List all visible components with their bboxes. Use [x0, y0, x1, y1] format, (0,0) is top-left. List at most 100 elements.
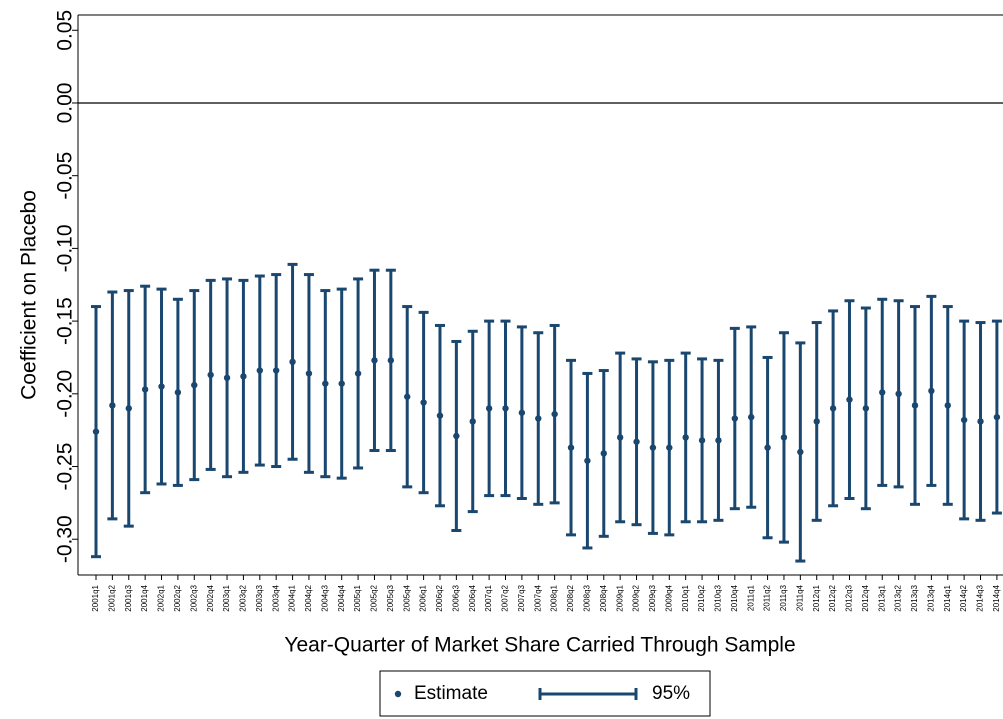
- x-tick-label: 2003q4: [271, 584, 280, 611]
- point: [289, 358, 296, 366]
- point: [797, 448, 804, 456]
- point: [567, 444, 575, 451]
- x-tick-label: 2010q1: [681, 584, 690, 611]
- x-tick-label: 2007q2: [501, 584, 510, 611]
- x-tick-label: 2013q4: [926, 584, 935, 611]
- x-tick-label: 2009q4: [664, 584, 673, 611]
- y-tick-label: -0.30: [54, 515, 77, 563]
- x-tick-label: 2001q4: [140, 584, 149, 611]
- x-tick-label: 2013q2: [894, 584, 903, 611]
- x-tick-label: 2012q3: [845, 584, 854, 611]
- x-tick-label: 2011q1: [746, 584, 755, 611]
- x-tick-label: 2010q2: [697, 584, 706, 611]
- x-tick-label: 2006q1: [419, 584, 428, 611]
- point: [485, 405, 493, 412]
- point: [240, 373, 247, 380]
- x-axis-title: Year-Quarter of Market Share Carried Thr…: [284, 634, 795, 657]
- y-tick-label: -0.20: [54, 370, 77, 418]
- x-tick-label: 2002q4: [206, 584, 215, 611]
- point: [616, 434, 624, 441]
- point: [666, 444, 673, 451]
- point: [338, 380, 345, 387]
- x-tick-label: 2005q3: [386, 584, 395, 611]
- point: [305, 370, 313, 377]
- legend-label: 95%: [652, 683, 690, 704]
- point: [698, 437, 706, 444]
- x-tick-label: 2003q3: [255, 584, 264, 611]
- point: [322, 380, 329, 387]
- point: [748, 413, 755, 421]
- point: [535, 415, 542, 422]
- x-tick-label: 2011q2: [763, 584, 772, 611]
- point: [813, 418, 820, 425]
- y-tick-label: 0.05: [54, 10, 77, 51]
- point: [780, 434, 788, 441]
- x-tick-label: 2003q2: [239, 584, 248, 611]
- y-axis-title: Coefficient on Placebo: [18, 190, 41, 400]
- x-tick-label: 2014q2: [959, 584, 968, 611]
- point: [879, 389, 886, 396]
- point: [469, 418, 476, 425]
- x-tick-label: 2004q2: [304, 584, 313, 611]
- x-tick-label: 2002q2: [173, 584, 182, 611]
- point: [141, 386, 149, 393]
- x-tick-label: 2013q3: [910, 584, 919, 611]
- point: [436, 412, 444, 419]
- x-tick-label: 2001q1: [91, 584, 100, 611]
- point: [829, 405, 837, 412]
- x-tick-label: 2011q4: [795, 584, 804, 611]
- x-tick-label: 2007q1: [484, 584, 493, 611]
- x-tick-label: 2014q4: [992, 584, 1001, 611]
- x-tick-label: 2004q4: [337, 584, 346, 611]
- x-tick-label: 2012q2: [828, 584, 837, 611]
- x-tick-label: 2007q3: [517, 584, 526, 611]
- point: [453, 432, 460, 440]
- legend-label: Estimate: [414, 683, 488, 704]
- x-tick-label: 2008q3: [583, 584, 592, 611]
- point: [174, 389, 182, 396]
- x-tick-label: 2005q4: [402, 584, 411, 611]
- point: [92, 428, 100, 435]
- point: [371, 357, 378, 364]
- x-tick-label: 2003q1: [222, 584, 231, 611]
- y-tick-label: -0.10: [54, 224, 77, 272]
- x-tick-label: 2006q4: [468, 584, 477, 611]
- point: [846, 396, 853, 403]
- point: [191, 381, 198, 389]
- point: [862, 405, 870, 412]
- x-tick-label: 2009q2: [632, 584, 641, 611]
- y-tick-label: -0.25: [54, 443, 77, 491]
- x-tick-label: 2009q1: [615, 584, 624, 611]
- x-tick-label: 2006q3: [451, 584, 460, 611]
- x-tick-label: 2004q3: [320, 584, 329, 611]
- x-tick-label: 2002q3: [189, 584, 198, 611]
- point: [649, 444, 657, 451]
- x-tick-label: 2012q1: [812, 584, 821, 611]
- point: [420, 399, 427, 406]
- point: [764, 444, 771, 451]
- point: [207, 371, 214, 379]
- point: [125, 405, 132, 412]
- legend-marker: [394, 690, 402, 698]
- x-tick-label: 2013q1: [877, 584, 886, 611]
- point: [387, 357, 395, 364]
- point: [928, 387, 935, 395]
- point: [502, 405, 509, 412]
- x-tick-label: 2006q2: [435, 584, 444, 611]
- point: [682, 434, 689, 441]
- x-tick-label: 2005q1: [353, 584, 362, 611]
- x-tick-label: 2004q1: [288, 584, 297, 611]
- point: [977, 418, 984, 425]
- point: [354, 370, 362, 377]
- point: [993, 413, 1001, 421]
- x-tick-label: 2008q4: [599, 584, 608, 611]
- point: [272, 367, 280, 374]
- point: [895, 390, 902, 398]
- point: [944, 402, 951, 409]
- x-tick-label: 2011q3: [779, 584, 788, 611]
- x-tick-label: 2001q2: [107, 584, 116, 611]
- point: [518, 409, 526, 416]
- x-tick-label: 2010q4: [730, 584, 739, 611]
- x-tick-label: 2001q3: [124, 584, 133, 611]
